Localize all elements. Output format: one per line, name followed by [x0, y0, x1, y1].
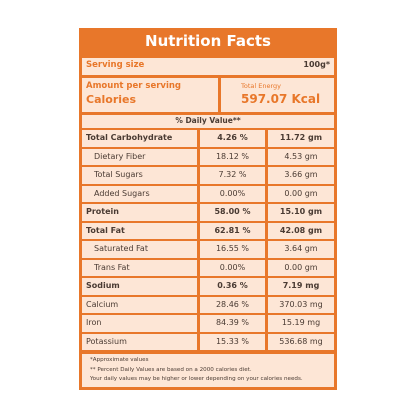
row-amount-cell: 42.08 gm — [268, 222, 334, 239]
daily-value: 15.33 % — [215, 336, 250, 346]
amount: 0.00 gm — [284, 262, 318, 272]
row-dv-cell: 7.32 % — [200, 167, 265, 184]
nutrient-name: Total Fat — [86, 225, 125, 235]
row-amount-cell: 15.19 mg — [268, 315, 334, 332]
calories-box: Amount per serving Calories — [82, 78, 218, 112]
row-dv-cell: 16.55 % — [200, 241, 265, 258]
row-amount-cell: 0.00 gm — [268, 185, 334, 202]
calories-label: Calories — [86, 93, 137, 106]
daily-value: 18.12 % — [215, 151, 250, 161]
nutrient-name: Saturated Fat — [94, 244, 148, 253]
row-name-cell: Calcium — [82, 296, 197, 313]
row-name-cell: Potassium — [82, 333, 197, 350]
daily-value: 28.46 % — [215, 299, 250, 309]
row-name-cell: Total Sugars — [82, 167, 197, 184]
daily-value: 4.26 % — [217, 133, 248, 142]
daily-value: 0.00% — [219, 262, 246, 272]
daily-value: 0.00% — [219, 188, 246, 198]
row-dv-cell: 0.00% — [200, 259, 265, 276]
amount-label: Amount per serving — [86, 81, 182, 91]
dv-heading-row: % Daily Value** — [82, 115, 334, 128]
row-amount-cell: 11.72 gm — [268, 130, 334, 147]
row-amount-cell: 7.19 mg — [268, 278, 334, 295]
energy-box: Total Energy 597.07 Kcal — [221, 78, 334, 112]
nutrient-name: Protein — [86, 207, 119, 216]
nutrient-name: Potassium — [86, 336, 127, 346]
row-amount-cell: 0.00 gm — [268, 259, 334, 276]
row-name-cell: Dietary Fiber — [82, 148, 197, 165]
footnotes: *Approximate values ** Percent Daily Valu… — [82, 354, 334, 387]
daily-value: 58.00 % — [214, 207, 251, 216]
footnote: *Approximate values — [90, 357, 149, 363]
row-dv-cell: 28.46 % — [200, 296, 265, 313]
row-name-cell: Total Carbohydrate — [82, 130, 197, 147]
row-dv-cell: 62.81 % — [200, 222, 265, 239]
nutrient-name: Iron — [86, 318, 102, 327]
row-dv-cell: 58.00 % — [200, 204, 265, 221]
row-dv-cell: 15.33 % — [200, 333, 265, 350]
serving-row: Serving size 100g* — [82, 58, 334, 75]
row-dv-cell: 0.00% — [200, 185, 265, 202]
daily-value: 16.55 % — [215, 244, 250, 253]
row-dv-cell: 84.39 % — [200, 315, 265, 332]
row-amount-cell: 4.53 gm — [268, 148, 334, 165]
nutrient-name: Total Carbohydrate — [86, 133, 173, 142]
amount: 15.10 gm — [279, 207, 323, 216]
serving-label: Serving size — [86, 60, 145, 70]
row-dv-cell: 0.36 % — [200, 278, 265, 295]
dv-heading: % Daily Value** — [175, 116, 241, 125]
row-amount-cell: 370.03 mg — [268, 296, 334, 313]
title: Nutrition Facts — [145, 32, 271, 50]
daily-value: 84.39 % — [215, 318, 250, 327]
nutrient-name: Calcium — [86, 299, 119, 309]
row-name-cell: Sodium — [82, 278, 197, 295]
row-name-cell: Total Fat — [82, 222, 197, 239]
nutrient-name: Added Sugars — [94, 188, 150, 198]
nutrient-name: Total Sugars — [94, 170, 143, 179]
energy-label: Total Energy — [241, 82, 282, 90]
row-name-cell: Protein — [82, 204, 197, 221]
amount: 3.66 gm — [284, 170, 318, 179]
energy-value: 597.07 Kcal — [241, 92, 321, 106]
amount: 11.72 gm — [279, 133, 323, 142]
nutrient-name: Dietary Fiber — [94, 151, 146, 161]
row-amount-cell: 536.68 mg — [268, 333, 334, 350]
row-dv-cell: 4.26 % — [200, 130, 265, 147]
amount: 42.08 gm — [279, 225, 323, 235]
nutrient-name: Trans Fat — [94, 262, 130, 272]
daily-value: 62.81 % — [214, 225, 251, 235]
amount: 3.64 gm — [284, 244, 318, 253]
row-name-cell: Trans Fat — [82, 259, 197, 276]
row-dv-cell: 18.12 % — [200, 148, 265, 165]
row-amount-cell: 3.66 gm — [268, 167, 334, 184]
row-name-cell: Added Sugars — [82, 185, 197, 202]
amount: 370.03 mg — [279, 299, 323, 309]
serving-value: 100g* — [303, 60, 330, 69]
nutrition-panel: Nutrition Facts Serving size 100g* Amoun… — [79, 28, 337, 390]
daily-value: 0.36 % — [217, 281, 248, 290]
footnote: ** Percent Daily Values are based on a 2… — [90, 366, 252, 373]
nutrient-name: Sodium — [86, 281, 120, 290]
amount: 7.19 mg — [282, 281, 320, 290]
footnote: Your daily values may be higher or lower… — [90, 376, 303, 382]
amount: 4.53 gm — [284, 151, 318, 161]
row-name-cell: Iron — [82, 315, 197, 332]
row-amount-cell: 3.64 gm — [268, 241, 334, 258]
row-name-cell: Saturated Fat — [82, 241, 197, 258]
amount: 536.68 mg — [279, 336, 323, 346]
amount: 15.19 mg — [281, 318, 321, 327]
daily-value: 7.32 % — [218, 170, 247, 179]
amount: 0.00 gm — [284, 188, 318, 198]
row-amount-cell: 15.10 gm — [268, 204, 334, 221]
